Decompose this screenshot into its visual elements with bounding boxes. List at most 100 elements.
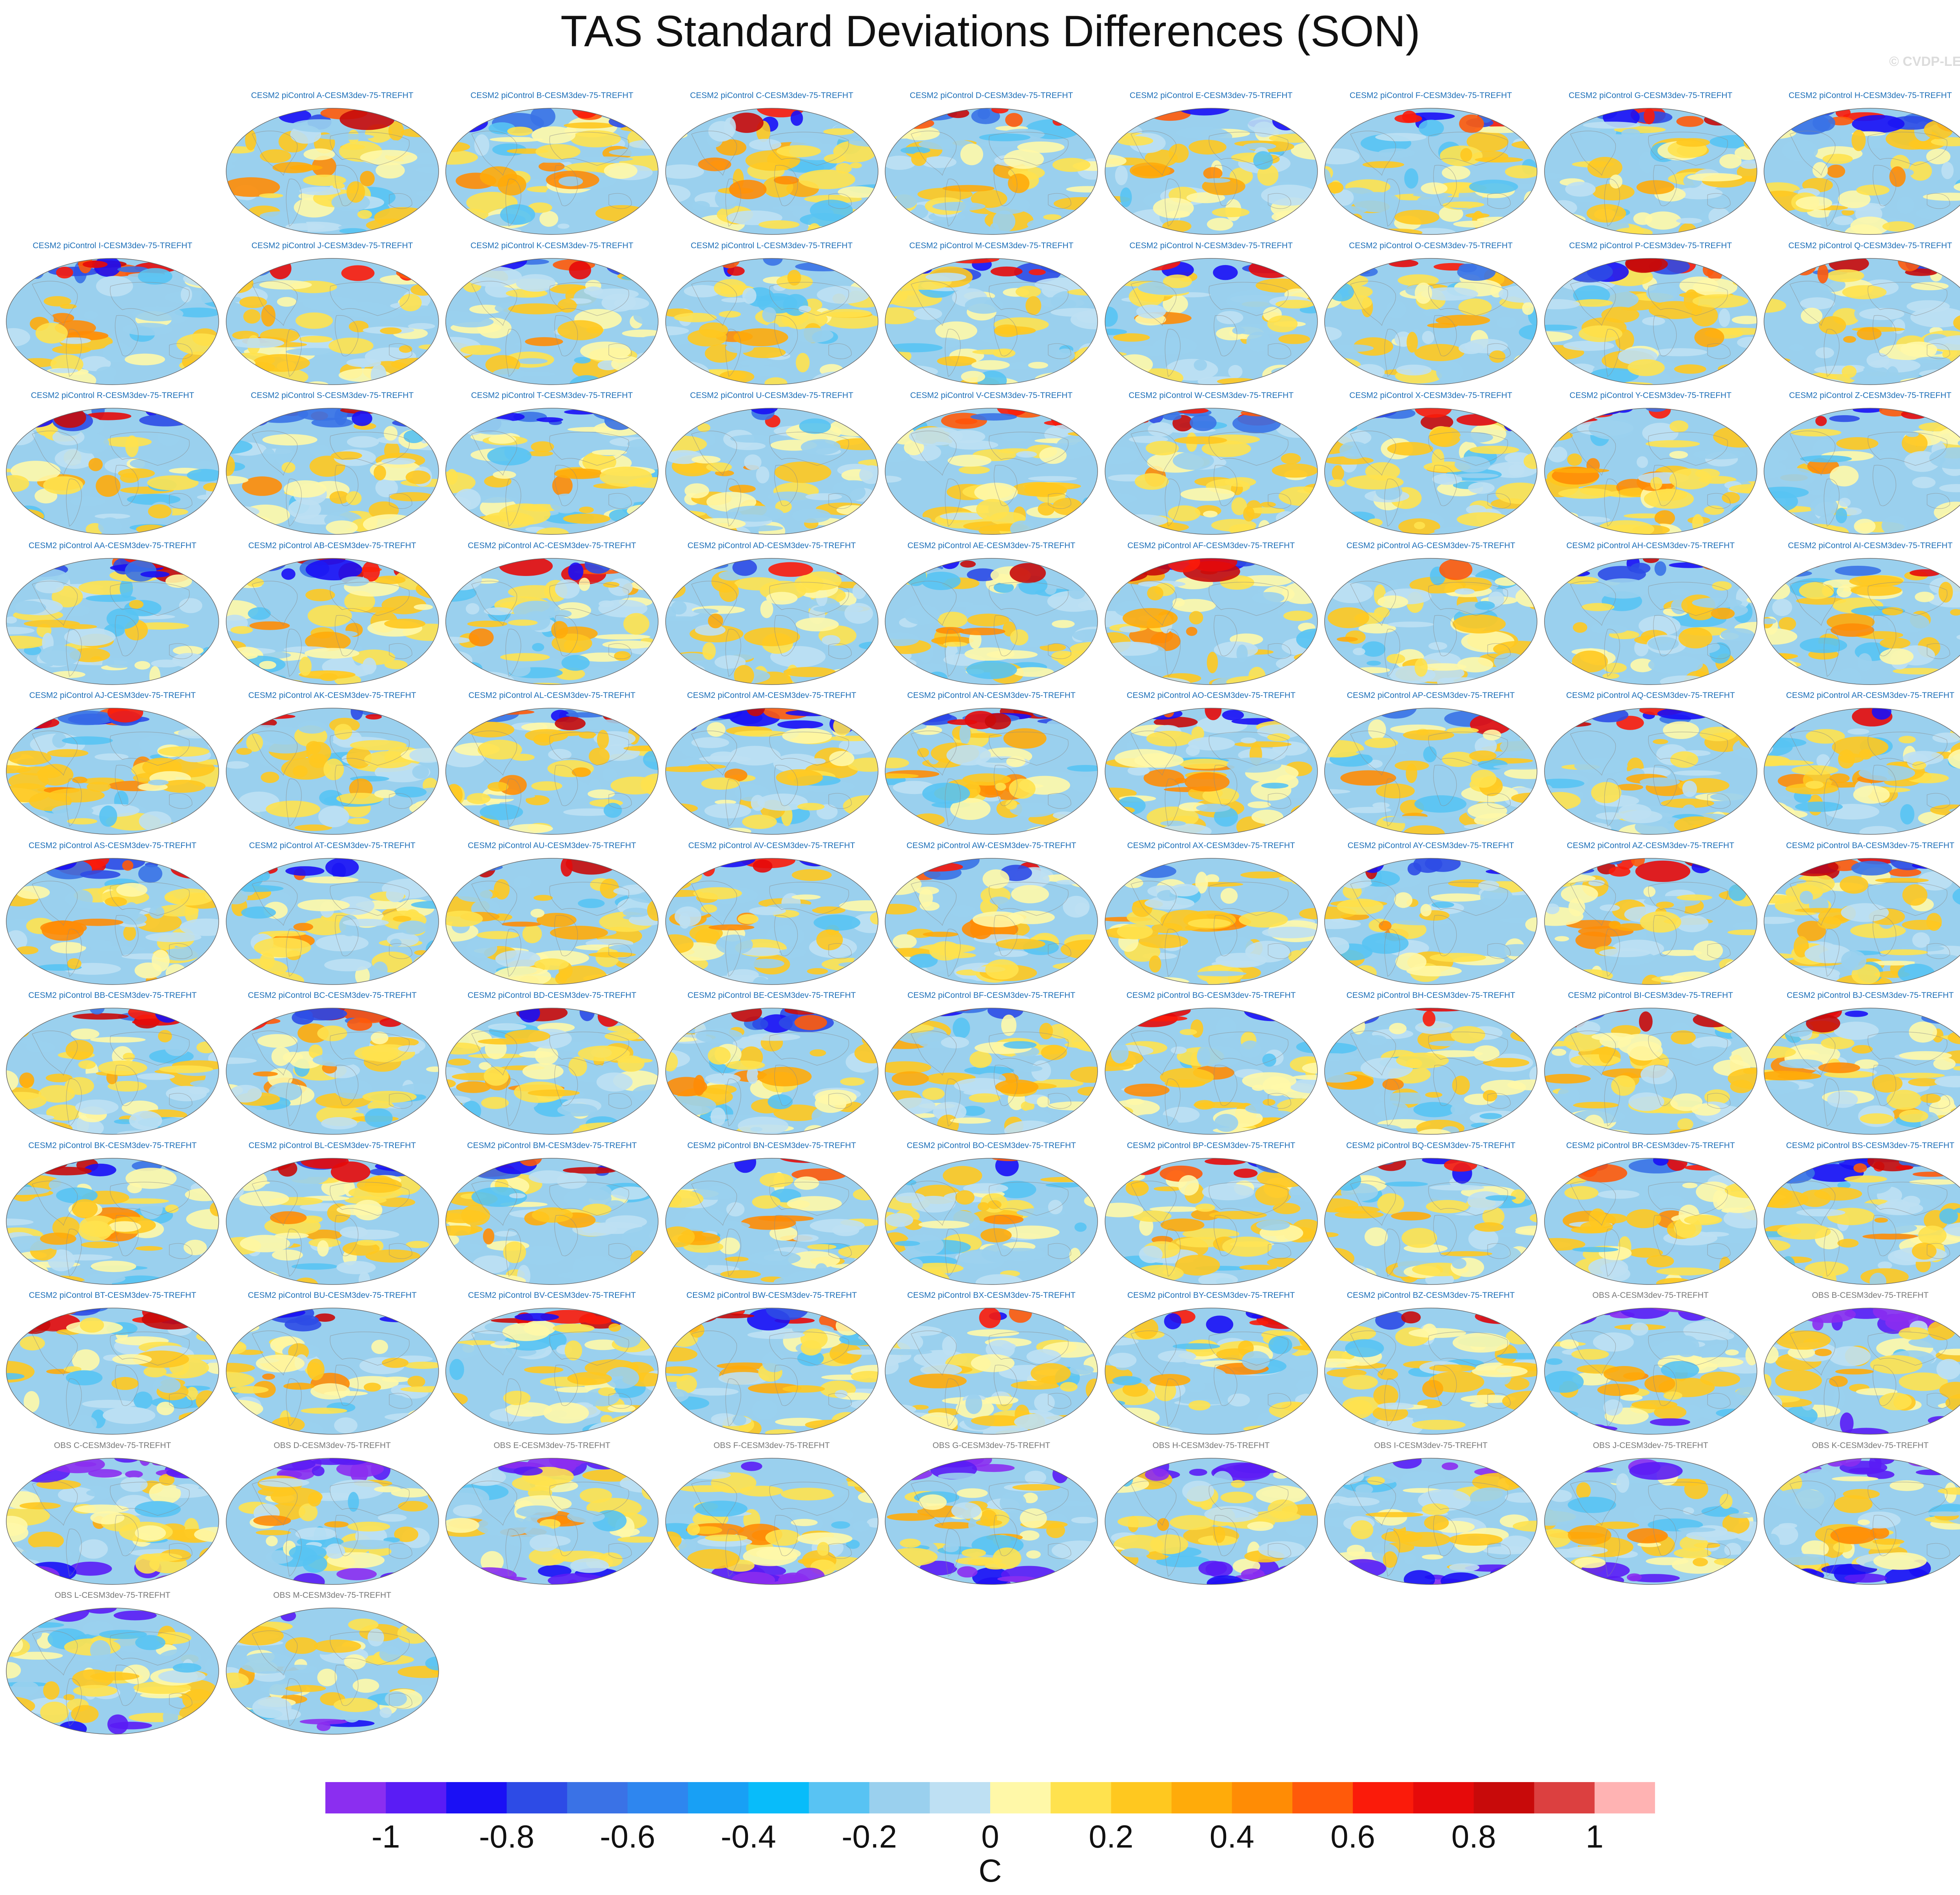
global-map (1764, 408, 1960, 535)
map-field-patch (614, 297, 649, 310)
map-field-patch (1684, 558, 1726, 563)
global-map (1104, 708, 1318, 835)
map-field-patch (324, 958, 372, 971)
map-field-patch (1262, 1099, 1276, 1106)
map-field-patch (665, 934, 693, 954)
map-field-patch (148, 504, 172, 519)
map-field-patch (1415, 1008, 1468, 1012)
map-field-patch (893, 934, 917, 949)
map-panel: CESM2 piControl AE-CESM3dev-75-TREFHT (884, 541, 1099, 690)
map-field-patch (1574, 758, 1628, 774)
map-field-patch (81, 1241, 119, 1248)
continent-outline (1927, 493, 1950, 509)
map-field-patch (598, 599, 648, 617)
map-field-patch (260, 772, 279, 783)
map-field-patch (528, 202, 552, 213)
map-field-patch (446, 1067, 469, 1089)
map-field-patch (58, 337, 91, 344)
map-field-patch (1568, 969, 1613, 982)
map-field-patch (1163, 413, 1181, 420)
map-field-patch (606, 258, 655, 276)
panel-title: CESM2 piControl U-CESM3dev-75-TREFHT (690, 391, 853, 400)
map-field-patch (283, 480, 327, 498)
map-field-patch (1851, 1045, 1873, 1054)
map-field-patch (1570, 1054, 1621, 1066)
continent-outline (945, 928, 961, 977)
map-field-patch (1298, 869, 1318, 879)
panel-title: CESM2 piControl Q-CESM3dev-75-TREFHT (1788, 241, 1952, 250)
map-panel: CESM2 piControl AY-CESM3dev-75-TREFHT (1323, 841, 1539, 990)
map-field-patch (1650, 477, 1662, 490)
continent-outline (471, 131, 517, 176)
map-field-patch (1617, 677, 1639, 685)
map-field-patch (44, 296, 71, 306)
continent-outline (388, 643, 412, 659)
continent-outline (66, 629, 82, 677)
map-field-patch (942, 185, 995, 192)
map-field-patch (1499, 676, 1537, 682)
map-field-patch (1275, 416, 1318, 438)
map-field-patch (1483, 1058, 1530, 1068)
map-field-patch (972, 349, 1014, 354)
map-field-patch (161, 948, 200, 961)
map-field-patch (309, 1044, 323, 1059)
map-field-patch (160, 779, 206, 793)
continent-outline (989, 581, 1069, 616)
map-field-patch (305, 589, 335, 601)
map-field-patch (1379, 1092, 1436, 1104)
map-field-patch (1806, 729, 1845, 744)
map-field-patch (1497, 1008, 1537, 1016)
map-field-patch (6, 1218, 34, 1226)
map-field-patch (62, 605, 90, 616)
map-field-patch (1105, 306, 1118, 327)
map-field-patch (699, 322, 728, 338)
map-panel: CESM2 piControl BL-CESM3dev-75-TREFHT (225, 1141, 440, 1290)
map-field-patch (247, 607, 271, 620)
map-field-patch (1544, 907, 1583, 926)
map-field-patch (823, 128, 854, 135)
map-field-patch (1554, 936, 1569, 941)
panel-title: CESM2 piControl AI-CESM3dev-75-TREFHT (1788, 541, 1953, 550)
map-field-patch (1639, 151, 1655, 173)
continent-outline (1208, 282, 1289, 316)
map-field-patch (1051, 290, 1092, 312)
panel-title: CESM2 piControl AY-CESM3dev-75-TREFHT (1347, 841, 1514, 850)
map-field-patch (1422, 331, 1434, 344)
map-field-patch (850, 108, 874, 122)
continent-outline (1267, 1093, 1291, 1109)
global-map (1324, 858, 1537, 985)
map-field-patch (1006, 756, 1025, 767)
global-map (1104, 108, 1318, 235)
map-field-patch (386, 887, 404, 902)
map-field-patch (921, 380, 962, 385)
continent-outline (1604, 928, 1620, 977)
map-field-patch (1588, 708, 1628, 723)
map-field-patch (1420, 903, 1432, 916)
continent-outline (1707, 343, 1731, 359)
map-field-patch (1423, 746, 1437, 763)
continent-outline (1873, 615, 1896, 656)
map-field-patch (1595, 578, 1650, 599)
map-field-patch (778, 787, 810, 795)
map-field-patch (1673, 770, 1721, 776)
map-field-patch (1509, 108, 1537, 120)
map-field-patch (1473, 1045, 1500, 1061)
map-field-patch (1146, 730, 1194, 747)
map-panel: CESM2 piControl BM-CESM3dev-75-TREFHT (444, 1141, 660, 1290)
map-field-patch (1143, 769, 1184, 787)
map-field-patch (1710, 198, 1729, 209)
map-field-patch (169, 709, 213, 718)
continent-outline (1208, 432, 1289, 466)
continent-outline (1867, 132, 1947, 166)
continent-outline (691, 280, 737, 326)
map-field-patch (1693, 449, 1746, 460)
map-panel: CESM2 piControl Q-CESM3dev-75-TREFHT (1762, 241, 1960, 390)
map-field-patch (226, 1158, 248, 1170)
map-field-patch (1374, 607, 1390, 618)
global-map (1544, 1008, 1757, 1135)
map-field-patch (125, 1167, 177, 1189)
map-field-patch (904, 440, 924, 456)
map-field-patch (1931, 137, 1960, 147)
map-field-patch (1071, 776, 1098, 793)
map-field-patch (71, 1028, 100, 1039)
